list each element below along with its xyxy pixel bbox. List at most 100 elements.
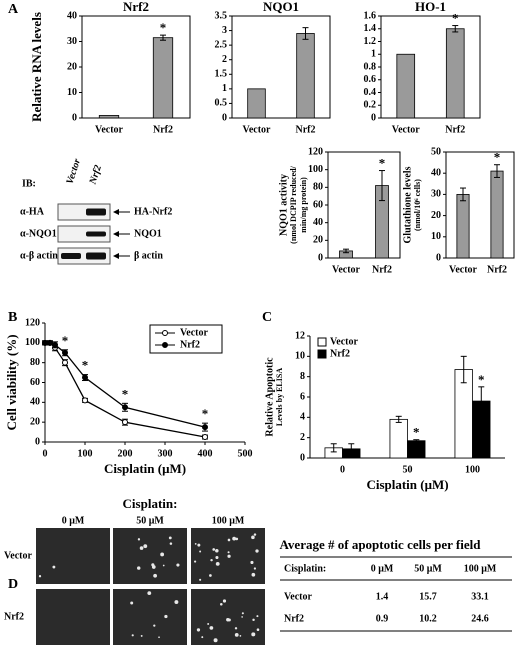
table-cell: Vector	[284, 591, 313, 602]
cell-dot	[251, 632, 256, 637]
cell-dot	[194, 543, 197, 545]
x-tick-label: 200	[118, 448, 133, 459]
bar	[445, 28, 465, 119]
table-header: 100 μM	[464, 563, 497, 574]
cell-dot	[241, 616, 243, 618]
error-bar	[302, 27, 309, 40]
error-bar	[379, 170, 385, 202]
x-tick-label: 500	[238, 448, 253, 459]
data-point	[122, 404, 128, 411]
x-axis-label: Cisplatin (μM)	[104, 461, 186, 476]
y-tick-label: 1.4	[364, 23, 377, 34]
annotation: *	[160, 20, 167, 35]
x-tick-label: 50	[403, 464, 413, 475]
cell-dot	[162, 564, 165, 567]
cell-dot	[250, 560, 254, 565]
cell-dot	[209, 574, 212, 577]
y-tick-label: 80	[30, 357, 40, 368]
data-point	[62, 349, 68, 356]
y-tick-label: 0.8	[364, 61, 377, 72]
row-label: Vector	[4, 550, 33, 561]
data-point	[62, 359, 68, 366]
table-cell: 24.6	[471, 613, 489, 624]
cell-dot	[222, 599, 227, 603]
x-tick-label: Vector	[449, 264, 478, 275]
y-tick-label: 1.5	[215, 69, 228, 80]
y-tick-label: 8	[300, 371, 305, 382]
cell-dot	[137, 566, 141, 570]
data-point	[202, 424, 208, 431]
cell-dot	[256, 615, 259, 618]
cell-dot	[130, 601, 134, 605]
x-tick-label: 0	[43, 448, 48, 459]
error-bar	[413, 439, 420, 443]
y-tick-label: 1.6	[364, 10, 377, 21]
bar	[152, 37, 174, 119]
cell-dot	[140, 634, 143, 637]
y-tick-label: 120	[308, 146, 323, 157]
data-point	[42, 339, 48, 346]
x-tick-label: 0	[340, 464, 345, 475]
y-tick-label: 0	[35, 436, 40, 447]
table-cell: 0.9	[376, 613, 389, 624]
bar	[98, 115, 120, 119]
cell-dot	[251, 535, 255, 540]
y-tick-label: 0	[318, 252, 323, 263]
y-tick-label: 20	[67, 61, 77, 72]
x-tick-label: Nrf2	[296, 124, 316, 135]
error-bar	[460, 187, 466, 202]
plot-frame	[231, 15, 331, 119]
cell-dot	[158, 636, 160, 639]
y-tick-label: 20	[30, 416, 40, 427]
cell-dot	[207, 623, 210, 625]
cell-dot	[239, 635, 242, 637]
series-line	[45, 342, 206, 428]
column-label: 50 μM	[136, 515, 164, 526]
table-cell: 10.2	[419, 613, 437, 624]
cell-dot	[227, 538, 231, 542]
data-point	[122, 419, 128, 426]
blot-band	[86, 231, 106, 237]
target-label: NQO1	[134, 228, 162, 239]
target-label: HA-Nrf2	[134, 206, 172, 217]
cell-dot	[220, 602, 223, 606]
row-label: Nrf2	[4, 611, 24, 622]
x-tick-label: Nrf2	[445, 124, 465, 135]
x-tick-label: 100	[465, 464, 480, 475]
y-tick-label: 30	[67, 36, 77, 47]
y-tick-label: 10	[67, 87, 77, 98]
y-tick-label: 0	[300, 452, 305, 463]
y-tick-label: 1.2	[364, 36, 377, 47]
x-axis-label: Cisplatin (μM)	[366, 477, 448, 492]
cell-dot	[227, 554, 231, 558]
legend-label: Nrf2	[330, 348, 350, 359]
y-tick-label: 0	[436, 252, 441, 263]
y-axis-label: (nmol/10⁶ cells)	[413, 179, 422, 231]
y-tick-label: 0.4	[364, 87, 377, 98]
error-bar	[343, 248, 349, 254]
y-tick-label: 120	[25, 317, 40, 328]
x-tick-label: Nrf2	[153, 124, 173, 135]
bar	[396, 53, 416, 119]
y-axis-label: min/mg protein)	[299, 177, 308, 233]
y-tick-label: 50	[431, 146, 441, 157]
panel-label: C	[262, 310, 272, 325]
x-tick-label: Vector	[95, 124, 124, 135]
y-axis-label: Glutathione levels	[402, 166, 413, 243]
x-tick-label: 100	[78, 448, 93, 459]
y-tick-label: 80	[313, 182, 323, 193]
cell-dot	[234, 632, 239, 637]
plot-frame	[81, 15, 191, 119]
cell-dot	[235, 537, 239, 541]
blot-band	[86, 252, 106, 260]
bar	[389, 418, 408, 459]
chart-title: NQO1	[263, 0, 299, 14]
annotation: *	[478, 372, 485, 387]
cell-dot	[153, 624, 156, 627]
cell-dot	[143, 544, 148, 549]
y-tick-label: 2	[300, 432, 305, 443]
table-cell: 33.1	[471, 591, 489, 602]
y-tick-label: 12	[295, 330, 305, 341]
y-tick-label: 2.5	[215, 39, 228, 50]
legend-marker	[162, 342, 168, 348]
